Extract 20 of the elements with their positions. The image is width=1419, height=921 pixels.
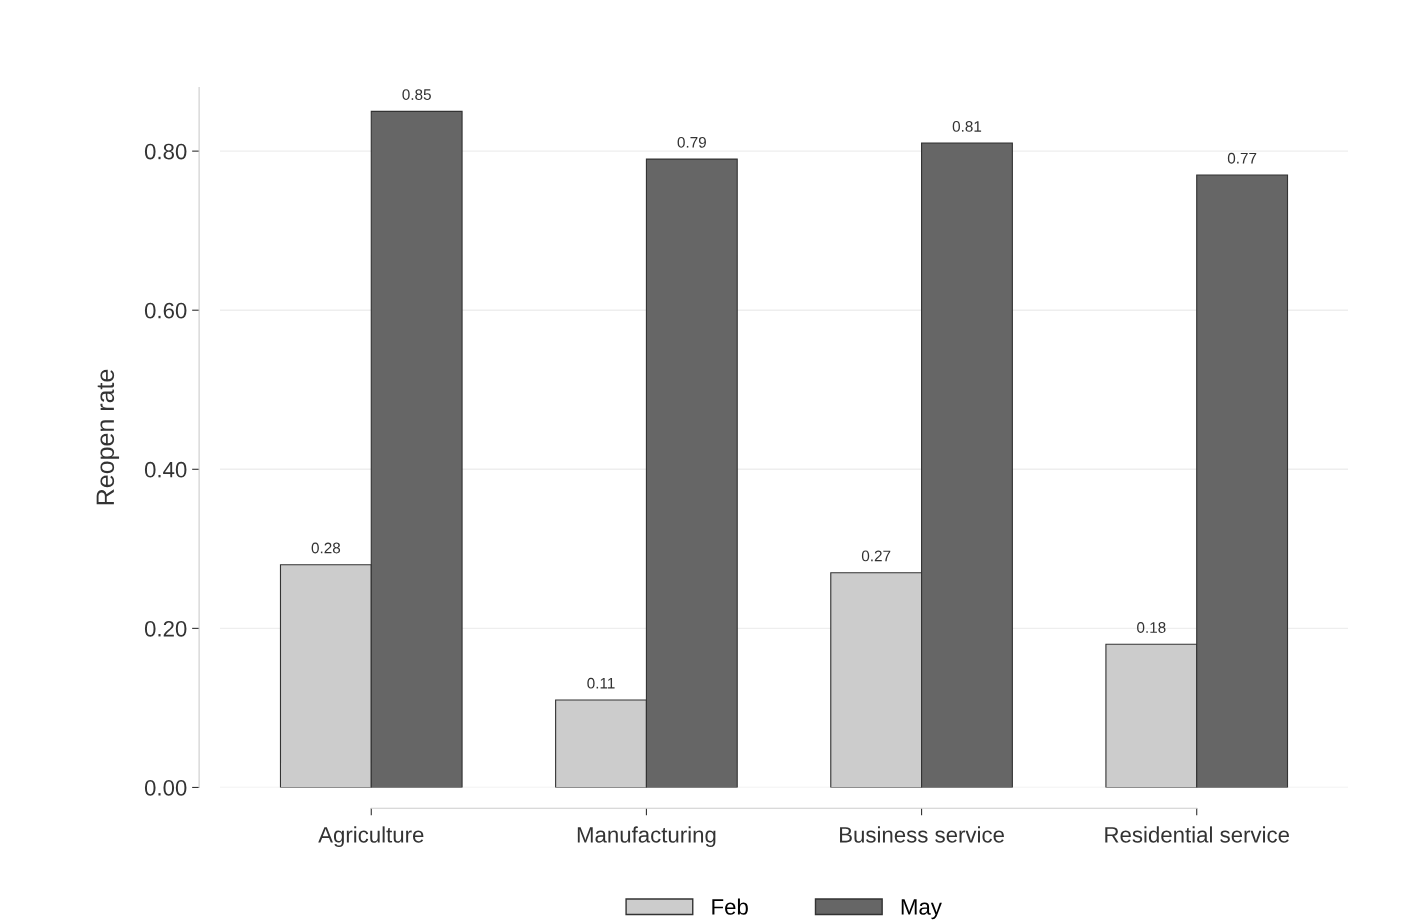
data-label: 0.28 [311,542,341,554]
y-axis-title: Reopen rate [96,369,120,505]
y-tick-label: 0.40 [144,461,187,478]
data-label: 0.85 [402,89,431,100]
legend-label: May [901,899,942,920]
x-tick-label: Agriculture [318,826,424,848]
data-label: 0.81 [952,121,982,132]
x-tick-label: Residential service [1105,826,1289,843]
data-label: 0.77 [1227,152,1257,164]
y-tick-label: 0.80 [144,143,187,160]
y-tick-label: 0.60 [144,302,187,319]
y-tick-label: 0.20 [144,620,187,637]
data-label: 0.27 [861,550,891,562]
data-label: 0.11 [587,677,615,689]
legend-label: Feb [712,898,748,915]
x-tick-label: Manufacturing [577,826,716,848]
data-label: 0.18 [1137,622,1166,633]
data-label: 0.79 [677,136,706,148]
x-tick-label: Business service [840,826,1004,843]
y-tick-label: 0.00 [144,779,187,796]
